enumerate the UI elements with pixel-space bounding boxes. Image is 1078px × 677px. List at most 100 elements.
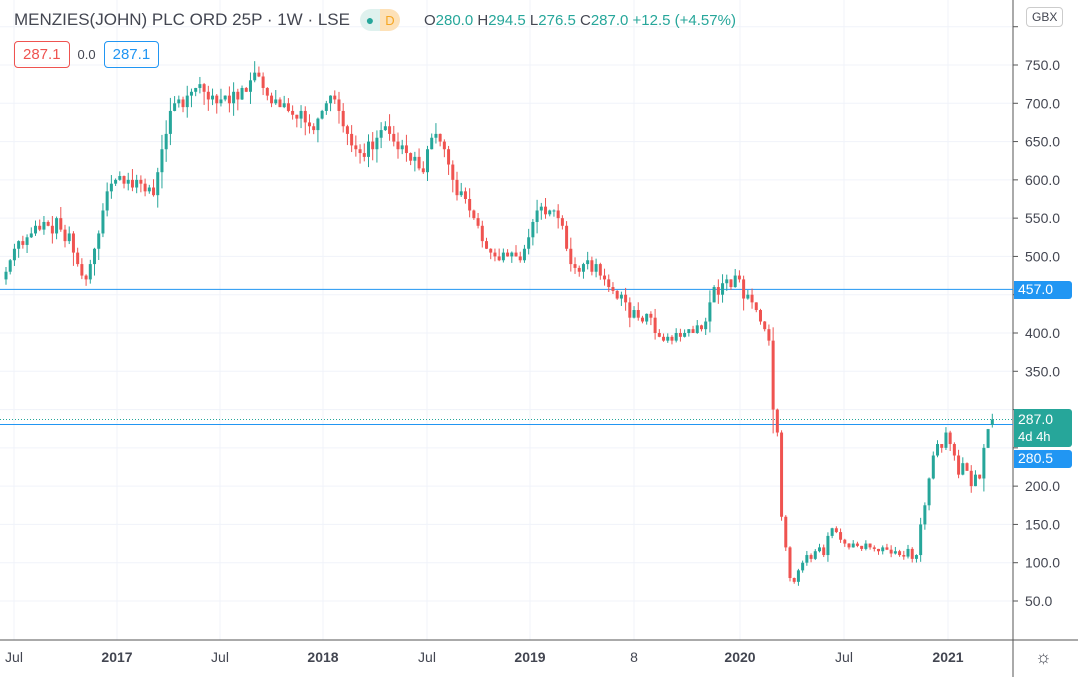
candle-body [152, 187, 156, 196]
candle-body [240, 87, 244, 100]
candle-body [712, 287, 716, 303]
candle-body [805, 555, 809, 563]
candle-body [316, 118, 320, 131]
candle-body [442, 141, 446, 150]
candle-body [358, 149, 362, 154]
candle-body [746, 294, 750, 299]
candle-body [219, 99, 223, 104]
settings-icon[interactable]: ☼ [1035, 647, 1052, 667]
candle-body [485, 241, 489, 249]
candle-body [76, 252, 80, 265]
candle-body [683, 332, 687, 337]
candle-body [71, 233, 75, 253]
candle-body [337, 99, 341, 111]
candle-body [510, 252, 514, 257]
candle-body [788, 547, 792, 579]
y-tick-label: 650.0 [1025, 134, 1060, 150]
candle-body [784, 516, 788, 548]
candle-body [662, 336, 666, 341]
candle-body [556, 210, 560, 219]
candle-body [329, 95, 333, 104]
candle-body [628, 302, 632, 318]
candle-body [940, 444, 944, 448]
candle-body [476, 218, 480, 226]
candle-body [649, 313, 653, 318]
candle-body [914, 555, 918, 559]
symbol-title[interactable]: MENZIES(JOHN) PLC ORD 25P · 1W · LSE [14, 10, 350, 29]
candle-body [295, 114, 299, 119]
candle-body [986, 429, 990, 448]
candle-body [434, 133, 438, 138]
candle-body [206, 91, 210, 100]
candle-body [404, 145, 408, 154]
candle-body [42, 221, 46, 230]
buy-price-button[interactable]: 287.1 [103, 41, 160, 68]
candle-body [371, 141, 375, 150]
sell-price-button[interactable]: 287.1 [14, 41, 70, 68]
candle-body [257, 72, 261, 77]
candle-body [177, 99, 181, 104]
candle-body [843, 539, 847, 544]
status-pill[interactable]: ● D [359, 9, 400, 31]
y-tick-label: 100.0 [1025, 555, 1060, 571]
candle-body [767, 329, 771, 341]
candle-body [139, 179, 143, 184]
candle-body [640, 317, 644, 322]
candle-body [565, 225, 569, 249]
candle-body [721, 283, 725, 295]
candle-body [164, 133, 168, 150]
candle-body [594, 264, 598, 272]
candle-body [114, 179, 118, 184]
candle-body [948, 432, 952, 445]
candle-body [194, 87, 198, 92]
candle-body [227, 95, 231, 104]
candle-body [687, 329, 691, 333]
candle-body [459, 191, 463, 196]
candle-body [29, 233, 33, 238]
candle-body [202, 84, 206, 92]
candle-body [611, 287, 615, 291]
delay-badge: D [379, 9, 400, 31]
candle-body [375, 137, 379, 150]
candle-body [350, 133, 354, 146]
candle-body [299, 110, 303, 119]
candle-body [957, 455, 961, 475]
currency-button[interactable]: GBX [1026, 7, 1064, 27]
candle-body [552, 210, 556, 212]
candle-body [539, 206, 543, 211]
candle-body [447, 149, 451, 165]
candle-body [822, 547, 826, 556]
candle-body [160, 149, 164, 173]
y-tick-label: 150.0 [1025, 516, 1060, 532]
candle-body [324, 103, 328, 111]
candle-body [699, 325, 703, 330]
candle-body [653, 317, 657, 333]
candle-body [379, 130, 383, 138]
candle-body [931, 455, 935, 479]
candle-body [480, 225, 484, 242]
candle-body [383, 126, 387, 131]
y-tick-label: 400.0 [1025, 325, 1060, 341]
candle-body [645, 313, 649, 322]
candle-body [248, 80, 252, 92]
candle-body [923, 505, 927, 525]
candle-body [409, 153, 413, 161]
candle-body [906, 548, 910, 557]
candle-body [877, 548, 881, 552]
candle-body [354, 145, 358, 150]
candle-body [291, 110, 295, 115]
candle-body [198, 84, 202, 88]
candle-body [413, 156, 417, 161]
candle-body [674, 332, 678, 341]
candle-body [261, 76, 265, 88]
candle-body [50, 225, 54, 234]
candle-body [489, 248, 493, 253]
candle-body [25, 237, 29, 245]
candle-body [758, 310, 762, 322]
candle-body [63, 229, 67, 242]
spread: 0.0 [77, 47, 96, 62]
candle-body [839, 532, 843, 540]
candle-body [17, 241, 21, 249]
candle-body [185, 95, 189, 108]
